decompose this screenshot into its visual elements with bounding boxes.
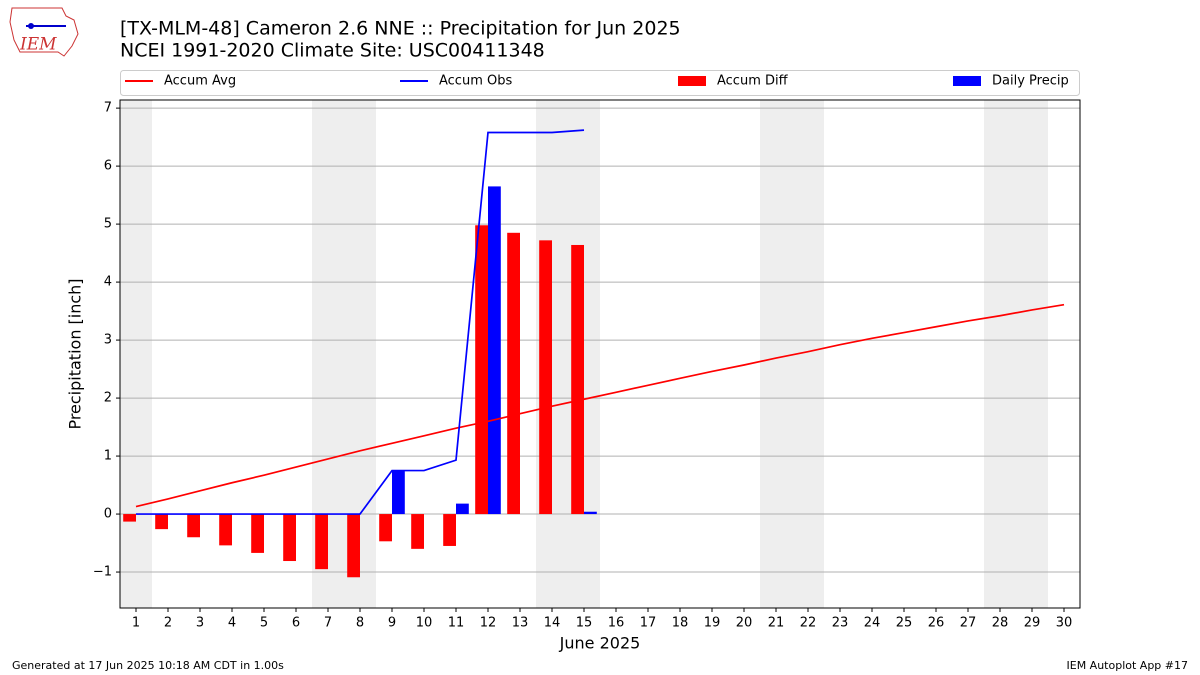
x-tick-label: 12	[480, 616, 497, 631]
bar	[411, 514, 424, 549]
line	[136, 129, 585, 515]
x-tick-label: 29	[1024, 616, 1041, 631]
x-tick-label: 7	[324, 616, 332, 631]
y-tick-label: 2	[104, 391, 112, 406]
x-tick-label: 4	[228, 616, 236, 631]
y-tick-label: 6	[104, 159, 112, 174]
logo: IEM	[9, 7, 79, 57]
x-tick-label: 25	[896, 616, 913, 631]
legend-label: Accum Obs	[439, 74, 512, 89]
x-tick-label: 14	[544, 616, 561, 631]
bar	[347, 514, 360, 578]
weekend-shade	[984, 100, 1016, 608]
bar	[456, 503, 469, 515]
legend-swatch	[678, 76, 706, 86]
x-tick-label: 8	[356, 616, 364, 631]
bar	[443, 514, 456, 546]
x-tick-label: 22	[800, 616, 817, 631]
bar	[488, 186, 501, 515]
x-tick-label: 9	[388, 616, 396, 631]
y-tick-label: −1	[93, 565, 112, 580]
legend-label: Accum Avg	[164, 74, 236, 89]
x-tick-label: 17	[640, 616, 657, 631]
x-tick-label: 6	[292, 616, 300, 631]
x-tick-label: 18	[672, 616, 689, 631]
bar	[392, 470, 405, 515]
bar	[475, 225, 488, 515]
x-tick-label: 2	[164, 616, 172, 631]
x-tick-label: 3	[196, 616, 204, 631]
bar	[155, 514, 168, 530]
x-tick-label: 15	[576, 616, 593, 631]
footer-left: Generated at 17 Jun 2025 10:18 AM CDT in…	[12, 659, 284, 672]
x-tick-label: 20	[736, 616, 753, 631]
x-tick-label: 26	[928, 616, 945, 631]
x-axis-label: June 2025	[559, 634, 641, 653]
chart-title: [TX-MLM-48] Cameron 2.6 NNE :: Precipita…	[120, 18, 681, 40]
x-tick-label: 23	[832, 616, 849, 631]
weekend-shade	[1016, 100, 1048, 608]
bar	[379, 514, 392, 542]
x-tick-label: 27	[960, 616, 977, 631]
bar	[219, 514, 232, 546]
x-tick-label: 28	[992, 616, 1009, 631]
x-tick-label: 13	[512, 616, 529, 631]
x-tick-label: 30	[1056, 616, 1073, 631]
x-tick-label: 19	[704, 616, 721, 631]
y-tick-label: 4	[104, 275, 112, 290]
bar	[507, 232, 520, 515]
x-tick-label: 1	[132, 616, 140, 631]
logo-outline	[9, 7, 79, 57]
plot-frame	[119, 99, 1081, 609]
x-tick-label: 16	[608, 616, 625, 631]
chart-subtitle: NCEI 1991-2020 Climate Site: USC00411348	[120, 40, 545, 62]
y-tick-label: 1	[104, 449, 112, 464]
y-axis-label: Precipitation [inch]	[66, 278, 85, 429]
x-tick-label: 24	[864, 616, 881, 631]
y-tick-label: 7	[104, 101, 112, 116]
weekend-shade	[120, 100, 152, 608]
x-tick-label: 11	[448, 616, 465, 631]
legend-label: Daily Precip	[992, 74, 1069, 89]
y-tick-label: 0	[104, 507, 112, 522]
bar	[123, 514, 136, 522]
x-tick-label: 21	[768, 616, 785, 631]
bar	[584, 511, 597, 515]
footer-right: IEM Autoplot App #17	[1067, 659, 1189, 672]
bar	[251, 514, 264, 553]
bar	[539, 240, 552, 515]
y-tick-label: 5	[104, 217, 112, 232]
y-tick-label: 3	[104, 333, 112, 348]
logo-text: IEM	[19, 35, 57, 55]
bar	[571, 244, 584, 515]
bar	[315, 514, 328, 570]
bar	[187, 514, 200, 538]
x-tick-label: 5	[260, 616, 268, 631]
legend-label: Accum Diff	[717, 74, 789, 89]
legend-swatch	[953, 76, 981, 86]
x-tick-label: 10	[416, 616, 433, 631]
legend-box	[120, 70, 1080, 96]
bar	[283, 514, 296, 562]
weekend-shade	[760, 100, 792, 608]
line	[135, 303, 1065, 508]
logo-dot	[28, 23, 34, 29]
